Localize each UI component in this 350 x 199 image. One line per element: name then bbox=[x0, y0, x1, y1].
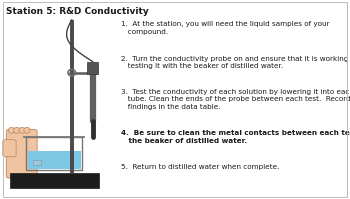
Ellipse shape bbox=[8, 127, 15, 133]
Text: 5.  Return to distilled water when complete.: 5. Return to distilled water when comple… bbox=[121, 164, 279, 170]
FancyBboxPatch shape bbox=[3, 140, 16, 157]
Ellipse shape bbox=[24, 127, 30, 133]
FancyBboxPatch shape bbox=[6, 129, 37, 178]
FancyBboxPatch shape bbox=[87, 62, 98, 74]
FancyBboxPatch shape bbox=[28, 151, 81, 169]
Text: 4.  Be sure to clean the metal contacts between each test with
   the beaker of : 4. Be sure to clean the metal contacts b… bbox=[121, 130, 350, 144]
Text: 3.  Test the conductivity of each solution by lowering it into each test
   tube: 3. Test the conductivity of each solutio… bbox=[121, 89, 350, 110]
FancyBboxPatch shape bbox=[10, 173, 99, 188]
FancyBboxPatch shape bbox=[33, 160, 41, 165]
Text: Station 5: R&D Conductivity: Station 5: R&D Conductivity bbox=[6, 7, 149, 16]
Text: 2.  Turn the conductivity probe on and ensure that it is working by
   testing i: 2. Turn the conductivity probe on and en… bbox=[121, 56, 350, 69]
Ellipse shape bbox=[19, 127, 25, 133]
Text: 1.  At the station, you will need the liquid samples of your
   compound.: 1. At the station, you will need the liq… bbox=[121, 21, 329, 35]
Ellipse shape bbox=[14, 127, 20, 133]
